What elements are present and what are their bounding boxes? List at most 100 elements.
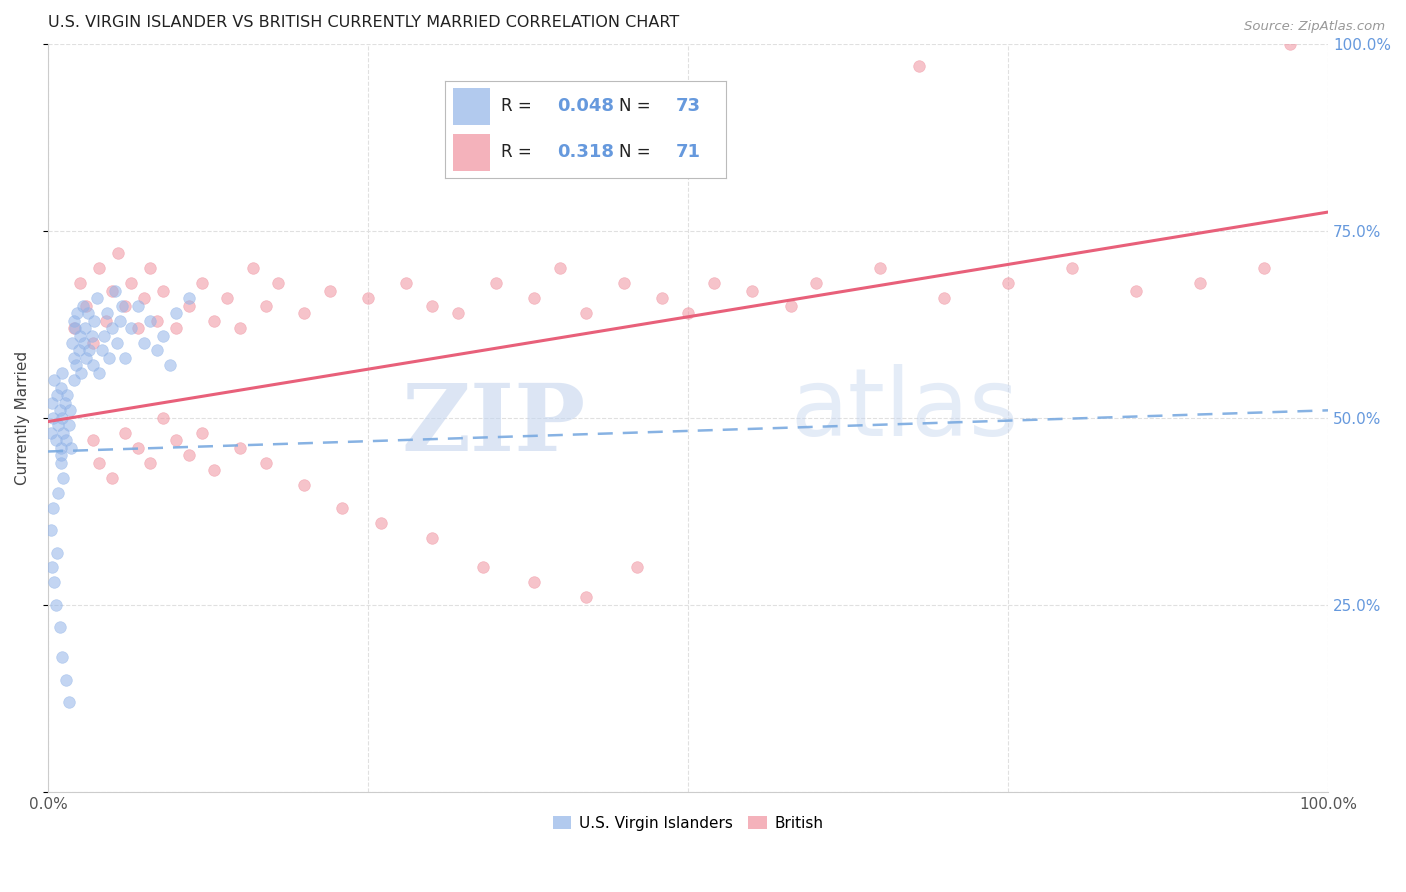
- Point: [165, 321, 187, 335]
- Point: [80, 328, 103, 343]
- Point: [217, 291, 239, 305]
- Point: [52, 471, 75, 485]
- Point: [39, 523, 62, 537]
- Point: [46, 545, 69, 559]
- Point: [523, 291, 546, 305]
- Point: [152, 410, 174, 425]
- Point: [292, 306, 315, 320]
- Point: [58, 418, 80, 433]
- Point: [242, 261, 264, 276]
- Point: [51, 366, 73, 380]
- Point: [46, 485, 69, 500]
- Point: [204, 313, 226, 327]
- Point: [76, 306, 98, 320]
- Text: atlas: atlas: [790, 364, 1019, 457]
- Point: [1189, 276, 1212, 290]
- Point: [420, 531, 443, 545]
- Point: [105, 336, 128, 351]
- Point: [49, 381, 72, 395]
- Point: [111, 299, 134, 313]
- Point: [41, 560, 63, 574]
- Point: [108, 313, 131, 327]
- Point: [63, 321, 86, 335]
- Point: [46, 418, 69, 433]
- Point: [45, 598, 67, 612]
- Point: [66, 306, 89, 320]
- Point: [83, 313, 105, 327]
- Point: [332, 500, 354, 515]
- Point: [146, 313, 169, 327]
- Point: [204, 463, 226, 477]
- Point: [523, 575, 546, 590]
- Point: [114, 351, 136, 365]
- Point: [132, 291, 155, 305]
- Point: [177, 299, 200, 313]
- Point: [177, 448, 200, 462]
- Point: [104, 284, 127, 298]
- Point: [56, 388, 79, 402]
- Point: [51, 650, 73, 665]
- Point: [357, 291, 380, 305]
- Point: [997, 276, 1019, 290]
- Point: [318, 284, 340, 298]
- Point: [177, 291, 200, 305]
- Point: [89, 456, 111, 470]
- Point: [229, 321, 252, 335]
- Point: [114, 299, 136, 313]
- Point: [86, 291, 108, 305]
- Point: [146, 343, 169, 358]
- Point: [53, 396, 76, 410]
- Point: [69, 276, 91, 290]
- Point: [472, 560, 495, 574]
- Point: [1062, 261, 1084, 276]
- Point: [741, 284, 763, 298]
- Point: [55, 673, 77, 687]
- Point: [613, 276, 636, 290]
- Point: [77, 343, 100, 358]
- Point: [90, 343, 112, 358]
- Point: [45, 434, 67, 448]
- Text: U.S. VIRGIN ISLANDER VS BRITISH CURRENTLY MARRIED CORRELATION CHART: U.S. VIRGIN ISLANDER VS BRITISH CURRENTL…: [48, 15, 679, 30]
- Point: [139, 261, 162, 276]
- Point: [420, 299, 443, 313]
- Point: [575, 306, 598, 320]
- Point: [395, 276, 418, 290]
- Point: [292, 478, 315, 492]
- Point: [120, 321, 142, 335]
- Point: [127, 441, 149, 455]
- Point: [49, 441, 72, 455]
- Point: [152, 284, 174, 298]
- Point: [703, 276, 725, 290]
- Point: [44, 575, 66, 590]
- Point: [139, 313, 162, 327]
- Point: [1125, 284, 1147, 298]
- Point: [42, 500, 65, 515]
- Point: [44, 373, 66, 387]
- Point: [49, 448, 72, 462]
- Point: [58, 695, 80, 709]
- Point: [65, 359, 87, 373]
- Text: ZIP: ZIP: [402, 380, 586, 470]
- Point: [93, 328, 115, 343]
- Point: [869, 261, 891, 276]
- Point: [804, 276, 827, 290]
- Point: [59, 403, 82, 417]
- Point: [548, 261, 571, 276]
- Point: [42, 410, 65, 425]
- Point: [107, 246, 129, 260]
- Y-axis label: Currently Married: Currently Married: [15, 351, 30, 485]
- Point: [370, 516, 392, 530]
- Point: [1278, 37, 1301, 51]
- Point: [165, 434, 187, 448]
- Point: [46, 388, 69, 402]
- Point: [907, 59, 929, 73]
- Point: [55, 434, 77, 448]
- Point: [254, 456, 277, 470]
- Point: [779, 299, 801, 313]
- Point: [932, 291, 955, 305]
- Point: [73, 336, 96, 351]
- Point: [651, 291, 673, 305]
- Point: [96, 306, 118, 320]
- Point: [62, 321, 84, 335]
- Point: [82, 336, 104, 351]
